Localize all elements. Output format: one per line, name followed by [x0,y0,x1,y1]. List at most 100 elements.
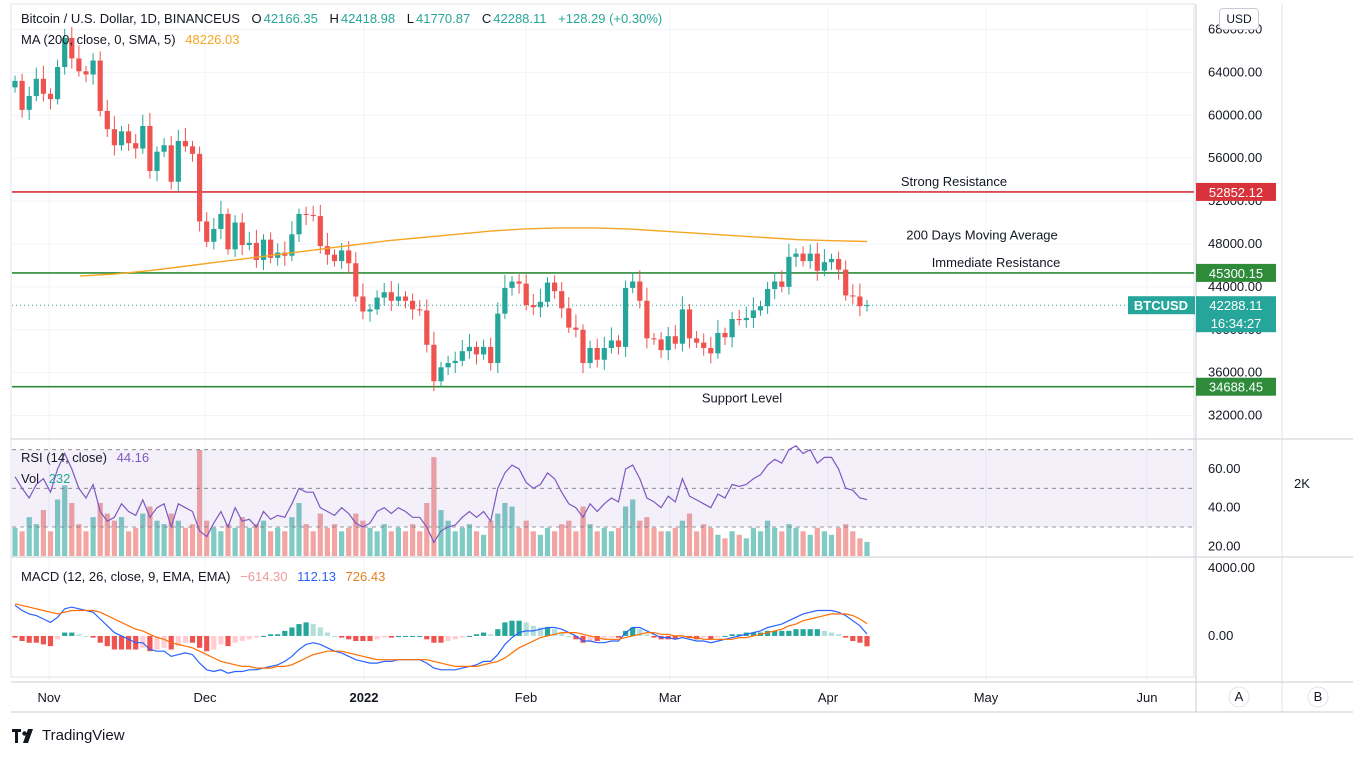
candle-body[interactable] [12,80,18,88]
candle-body[interactable] [608,340,614,348]
candle-body[interactable] [353,263,359,297]
candle-body[interactable] [211,228,217,242]
candle-body[interactable] [793,253,799,257]
currency-button[interactable]: USD [1219,8,1259,30]
candle-body[interactable] [175,140,181,182]
candle-body[interactable] [750,310,756,318]
candle-body[interactable] [324,246,330,255]
candle-body[interactable] [473,346,480,355]
candle-body[interactable] [651,338,657,340]
candle-body[interactable] [168,145,174,182]
candle-body[interactable] [637,281,643,301]
candle-body[interactable] [559,291,565,309]
candle-body[interactable] [828,258,835,263]
candle-body[interactable] [814,253,820,271]
candle-body[interactable] [253,242,259,261]
candle-body[interactable] [772,281,778,289]
candle-body[interactable] [452,360,458,363]
candle-body[interactable] [601,347,607,360]
candle-body[interactable] [694,338,700,343]
candle-body[interactable] [537,301,543,308]
candle-body[interactable] [331,254,338,262]
candle-body[interactable] [19,80,25,110]
candle-body[interactable] [424,310,430,345]
candle-body[interactable] [665,336,671,351]
candle-body[interactable] [658,339,664,351]
brand-footer[interactable]: TradingView [12,727,125,744]
candle-body[interactable] [516,281,522,284]
candle-body[interactable] [530,305,536,308]
candle-body[interactable] [857,296,863,307]
candle-body[interactable] [580,329,586,363]
time-axis[interactable]: Nov Dec 2022 Feb Mar Apr May Jun A B [37,686,1329,708]
candle-body[interactable] [339,250,345,262]
candle-body[interactable] [623,287,629,347]
candle-body[interactable] [246,242,252,246]
candle-body[interactable] [779,281,785,287]
price-axis[interactable]: 32000.0036000.0040000.0044000.0048000.00… [1128,21,1276,643]
candle-body[interactable] [523,283,529,306]
candle-body[interactable] [566,308,572,328]
candle-body[interactable] [218,213,224,229]
candle-body[interactable] [630,281,636,288]
candle-body[interactable] [133,143,139,149]
candle-body[interactable] [26,95,32,110]
candle-body[interactable] [850,295,856,297]
candle-body[interactable] [83,71,89,75]
candle-body[interactable] [232,222,238,250]
candle-body[interactable] [147,125,153,172]
candle-body[interactable] [140,125,146,149]
candle-body[interactable] [310,214,316,217]
scale-button-a[interactable] [1228,686,1250,708]
candle-body[interactable] [686,309,693,339]
candle-body[interactable] [466,346,472,352]
candle-body[interactable] [154,151,160,172]
candle-body[interactable] [97,60,103,111]
candle-body[interactable] [786,256,792,287]
candle-body[interactable] [111,129,117,146]
candle-body[interactable] [836,258,842,270]
candle-body[interactable] [864,305,870,307]
candle-body[interactable] [90,60,96,75]
candle-body[interactable] [239,222,245,246]
candle-body[interactable] [360,296,366,312]
candle-body[interactable] [296,213,302,235]
candle-body[interactable] [736,319,742,321]
candle-body[interactable] [615,340,622,347]
candle-body[interactable] [644,300,650,339]
candle-body[interactable] [197,153,203,222]
candle-body[interactable] [481,346,487,355]
candlesticks[interactable] [12,26,870,392]
candle-body[interactable] [821,262,827,271]
candle-body[interactable] [445,362,451,368]
candle-body[interactable] [843,269,849,296]
candle-body[interactable] [672,336,678,344]
candle-body[interactable] [800,253,806,262]
candle-body[interactable] [679,309,685,344]
candle-body[interactable] [502,287,508,314]
candle-body[interactable] [395,296,401,301]
candle-body[interactable] [55,66,61,100]
candle-body[interactable] [374,297,380,310]
candle-body[interactable] [722,332,728,338]
candle-body[interactable] [807,253,813,262]
candle-body[interactable] [587,347,593,363]
candle-body[interactable] [62,38,68,67]
candle-body[interactable] [76,58,82,72]
candle-body[interactable] [388,292,394,301]
candle-body[interactable] [509,281,515,288]
candle-body[interactable] [417,309,423,311]
candle-body[interactable] [47,93,54,100]
candle-body[interactable] [161,145,167,152]
candle-body[interactable] [459,351,465,361]
candle-body[interactable] [182,140,188,147]
candle-body[interactable] [729,319,735,338]
candle-body[interactable] [189,146,196,154]
candle-body[interactable] [260,239,267,261]
candle-body[interactable] [701,342,707,348]
candle-body[interactable] [552,282,558,292]
candle-body[interactable] [126,131,132,144]
candle-body[interactable] [268,239,274,258]
candle-body[interactable] [104,110,110,130]
